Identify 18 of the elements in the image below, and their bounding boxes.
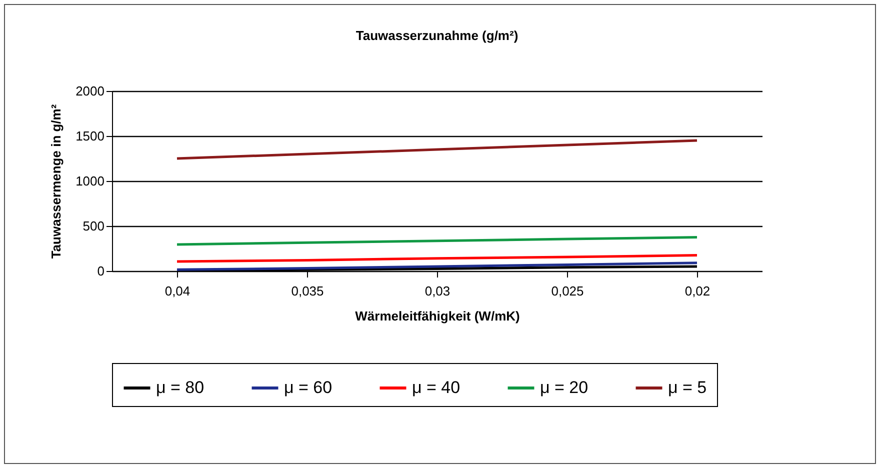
x-tick-label: 0,035	[291, 284, 324, 298]
x-tick-label: 0,04	[164, 284, 190, 298]
y-axis-title: Tauwassermenge in g/m²	[48, 104, 64, 259]
legend-label: μ = 60	[284, 378, 332, 397]
legend-label: μ = 80	[156, 378, 204, 397]
y-tick-label: 0	[97, 264, 104, 278]
x-tick-label: 0,02	[684, 284, 710, 298]
y-tick-label: 1000	[76, 174, 104, 188]
legend-label: μ = 20	[540, 378, 588, 397]
legend-label: μ = 5	[668, 378, 707, 397]
x-tick-label: 0,025	[551, 284, 584, 298]
y-tick-label: 1500	[76, 128, 104, 144]
legend-label: μ = 40	[412, 378, 460, 397]
y-tick-label: 500	[82, 218, 104, 234]
y-tick-label: 2000	[76, 84, 104, 98]
chart-title: Tauwasserzunahme (g/m²)	[356, 28, 518, 43]
x-tick-label: 0,03	[424, 284, 450, 298]
x-axis-title: Wärmeleitfähigkeit (W/mK)	[355, 308, 520, 324]
